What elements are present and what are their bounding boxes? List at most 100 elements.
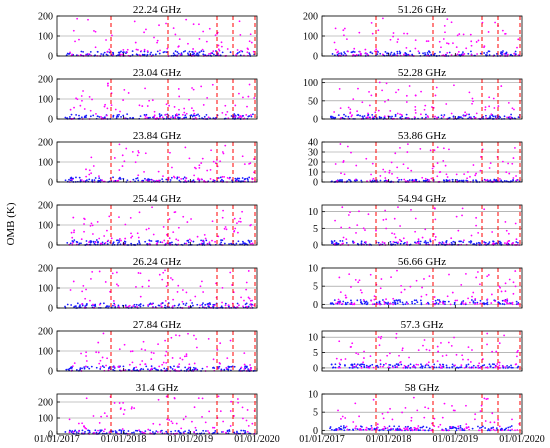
scatter-point-magenta [219, 342, 222, 345]
scatter-point-magenta [104, 103, 107, 106]
scatter-point-magenta [384, 177, 387, 179]
scatter-point-magenta [386, 411, 389, 414]
scatter-point-magenta [73, 229, 76, 232]
scatter-point-blue [184, 50, 187, 52]
scatter-point-blue [192, 304, 194, 307]
scatter-point-magenta [93, 30, 95, 32]
scatter-point-blue [506, 364, 509, 367]
scatter-point-blue [461, 429, 464, 431]
scatter-point-magenta [117, 306, 120, 308]
scatter-point-blue [495, 427, 498, 430]
scatter-point-magenta [110, 237, 113, 240]
scatter-point-magenta [441, 366, 444, 369]
scatter-point-blue [508, 365, 511, 368]
scatter-point-blue [445, 364, 448, 367]
y-tick-label: 200 [38, 12, 53, 23]
scatter-point-blue [369, 364, 372, 367]
scatter-point-magenta [90, 156, 93, 159]
scatter-point-magenta [483, 208, 486, 211]
scatter-point-blue [112, 51, 114, 54]
scatter-point-magenta [483, 397, 486, 400]
scatter-point-blue [243, 178, 246, 181]
scatter-point-magenta [181, 300, 184, 303]
scatter-point-magenta [185, 18, 188, 21]
scatter-point-blue [420, 303, 423, 306]
scatter-point-magenta [97, 341, 100, 344]
scatter-point-magenta [249, 224, 252, 227]
scatter-point-magenta [90, 278, 92, 280]
scatter-point-blue [352, 50, 354, 53]
scatter-point-magenta [72, 216, 75, 219]
scatter-point-magenta [85, 360, 88, 362]
scatter-point-blue [333, 429, 336, 432]
scatter-point-blue [488, 50, 491, 53]
scatter-point-magenta [496, 363, 499, 365]
scatter-point-blue [429, 366, 431, 369]
scatter-point-magenta [113, 157, 116, 159]
scatter-point-magenta [336, 428, 339, 431]
scatter-point-magenta [399, 225, 401, 227]
scatter-point-magenta [198, 178, 201, 181]
scatter-point-magenta [177, 365, 179, 368]
scatter-point-blue [202, 53, 205, 56]
scatter-point-magenta [402, 366, 405, 369]
scatter-point-magenta [403, 32, 405, 35]
scatter-point-blue [89, 50, 92, 53]
scatter-point-magenta [516, 429, 519, 431]
scatter-point-blue [89, 240, 92, 242]
scatter-point-magenta [457, 425, 460, 428]
scatter-point-magenta [412, 396, 415, 399]
scatter-point-magenta [250, 114, 252, 116]
scatter-point-blue [421, 426, 423, 429]
scatter-point-magenta [137, 151, 140, 154]
scatter-point-blue [238, 177, 241, 180]
scatter-point-magenta [352, 54, 355, 56]
scatter-point-magenta [427, 407, 430, 410]
scatter-point-blue [105, 305, 108, 308]
scatter-point-magenta [141, 285, 144, 288]
scatter-point-magenta [115, 271, 118, 274]
plot-frame [56, 393, 258, 435]
scatter-point-magenta [68, 418, 71, 421]
scatter-point-magenta [450, 426, 453, 429]
scatter-point-blue [379, 429, 381, 431]
scatter-point-magenta [156, 431, 159, 433]
scatter-point-magenta [182, 418, 185, 421]
scatter-point-blue [395, 241, 398, 244]
scatter-point-blue [455, 429, 458, 432]
scatter-point-magenta [188, 157, 191, 160]
scatter-point-blue [342, 427, 345, 429]
scatter-point-magenta [233, 230, 236, 232]
scatter-point-magenta [346, 428, 349, 431]
scatter-point-magenta [511, 301, 514, 304]
scatter-point-magenta [438, 242, 441, 245]
scatter-point-magenta [185, 291, 188, 294]
scatter-point-blue [203, 242, 205, 244]
scatter-point-magenta [390, 276, 392, 279]
y-tick-label: 5 [313, 224, 318, 235]
scatter-point-magenta [469, 301, 471, 304]
scatter-point-magenta [222, 430, 225, 433]
scatter-point-magenta [403, 178, 406, 181]
scatter-point-magenta [359, 52, 362, 55]
scatter-point-blue [340, 425, 342, 428]
scatter-point-magenta [372, 398, 375, 401]
scatter-point-blue [93, 242, 96, 245]
scatter-point-magenta [207, 338, 210, 340]
scatter-point-blue [400, 363, 403, 366]
scatter-point-magenta [357, 281, 360, 284]
scatter-point-magenta [367, 112, 369, 115]
scatter-point-blue [492, 366, 495, 369]
scatter-point-blue [343, 51, 346, 53]
scatter-point-magenta [80, 95, 83, 97]
scatter-point-blue [158, 304, 161, 307]
y-tick-label: 10 [308, 390, 318, 401]
scatter-point-magenta [502, 365, 504, 368]
scatter-point-blue [183, 116, 185, 119]
scatter-point-blue [402, 303, 405, 306]
scatter-point-blue [482, 116, 485, 118]
scatter-point-blue [348, 366, 351, 369]
scatter-point-magenta [507, 162, 510, 165]
y-tick-label: 0 [48, 304, 53, 315]
scatter-point-magenta [485, 398, 488, 401]
